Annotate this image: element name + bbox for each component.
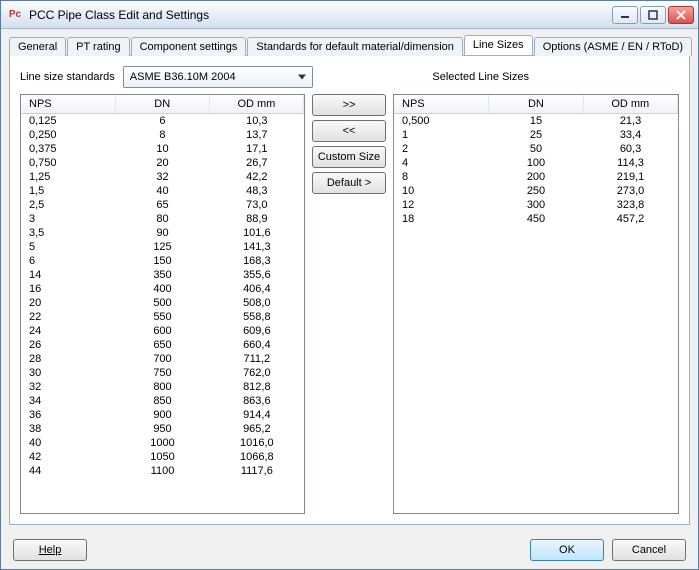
col-od[interactable]: OD mm — [209, 95, 303, 114]
table-row[interactable]: 32800812,8 — [21, 380, 304, 394]
tab-panel-line-sizes: Line size standards ASME B36.10M 2004 Se… — [9, 55, 690, 525]
table-row[interactable]: 0,125610,3 — [21, 114, 304, 128]
tab-component-settings[interactable]: Component settings — [131, 37, 247, 56]
col-od-right[interactable]: OD mm — [583, 95, 677, 114]
top-row: Line size standards ASME B36.10M 2004 Se… — [10, 56, 689, 94]
table-row[interactable]: 16400406,4 — [21, 282, 304, 296]
maximize-button[interactable] — [640, 6, 666, 24]
app-icon: Pc — [7, 7, 23, 23]
remove-button[interactable]: << — [312, 120, 386, 142]
close-button[interactable] — [668, 6, 694, 24]
table-row[interactable]: 2,56573,0 — [21, 198, 304, 212]
table-row[interactable]: 24600609,6 — [21, 324, 304, 338]
standards-dropdown[interactable]: ASME B36.10M 2004 — [123, 66, 313, 88]
window-title: PCC Pipe Class Edit and Settings — [29, 8, 612, 22]
dialog-footer: Help OK Cancel — [1, 531, 698, 569]
selected-sizes-list[interactable]: NPS DN OD mm 0,5001521,312533,425060,341… — [393, 94, 679, 514]
table-row[interactable]: 0,250813,7 — [21, 128, 304, 142]
add-button[interactable]: >> — [312, 94, 386, 116]
help-button[interactable]: Help — [13, 539, 87, 561]
table-row[interactable]: 38950965,2 — [21, 422, 304, 436]
tab-standards-for-default-material-dimension[interactable]: Standards for default material/dimension — [247, 37, 463, 56]
table-row[interactable]: 38088,9 — [21, 212, 304, 226]
table-row[interactable]: 36900914,4 — [21, 408, 304, 422]
col-dn[interactable]: DN — [115, 95, 209, 114]
table-row[interactable]: 4010001016,0 — [21, 436, 304, 450]
table-row[interactable]: 4210501066,8 — [21, 450, 304, 464]
table-row[interactable]: 34850863,6 — [21, 394, 304, 408]
cancel-button[interactable]: Cancel — [612, 539, 686, 561]
line-size-standards-label: Line size standards — [20, 71, 115, 83]
table-row[interactable]: 4411001117,6 — [21, 464, 304, 478]
table-row[interactable]: 14350355,6 — [21, 268, 304, 282]
table-row[interactable]: 1,54048,3 — [21, 184, 304, 198]
custom-size-button[interactable]: Custom Size — [312, 146, 386, 168]
table-row[interactable]: 0,5001521,3 — [394, 114, 678, 128]
table-row[interactable]: 0,7502026,7 — [21, 156, 304, 170]
table-row[interactable]: 20500508,0 — [21, 296, 304, 310]
table-row[interactable]: 8200219,1 — [394, 170, 678, 184]
col-nps[interactable]: NPS — [21, 95, 115, 114]
table-row[interactable]: 28700711,2 — [21, 352, 304, 366]
table-row[interactable]: 5125141,3 — [21, 240, 304, 254]
table-row[interactable]: 10250273,0 — [394, 184, 678, 198]
tab-general[interactable]: General — [9, 37, 66, 56]
table-row[interactable]: 6150168,3 — [21, 254, 304, 268]
table-row[interactable]: 12300323,8 — [394, 198, 678, 212]
table-row[interactable]: 25060,3 — [394, 142, 678, 156]
table-row[interactable]: 30750762,0 — [21, 366, 304, 380]
app-icon-text: Pc — [9, 9, 21, 20]
standards-dropdown-value: ASME B36.10M 2004 — [130, 71, 236, 83]
available-sizes-list[interactable]: NPS DN OD mm 0,125610,30,250813,70,37510… — [20, 94, 305, 514]
col-dn-right[interactable]: DN — [489, 95, 583, 114]
table-row[interactable]: 22550558,8 — [21, 310, 304, 324]
table-row[interactable]: 1,253242,2 — [21, 170, 304, 184]
default-button[interactable]: Default > — [312, 172, 386, 194]
minimize-button[interactable] — [612, 6, 638, 24]
table-row[interactable]: 12533,4 — [394, 128, 678, 142]
table-row[interactable]: 18450457,2 — [394, 212, 678, 226]
tab-line-sizes[interactable]: Line Sizes — [464, 35, 533, 55]
table-row[interactable]: 4100114,3 — [394, 156, 678, 170]
table-row[interactable]: 26650660,4 — [21, 338, 304, 352]
main-row: NPS DN OD mm 0,125610,30,250813,70,37510… — [10, 94, 689, 524]
table-row[interactable]: 3,590101,6 — [21, 226, 304, 240]
dialog-window: Pc PCC Pipe Class Edit and Settings Gene… — [0, 0, 699, 570]
selected-scroll: 0,5001521,312533,425060,34100114,3820021… — [394, 114, 678, 513]
chevron-down-icon — [298, 75, 306, 80]
available-scroll[interactable]: 0,125610,30,250813,70,3751017,10,7502026… — [21, 114, 304, 513]
titlebar[interactable]: Pc PCC Pipe Class Edit and Settings — [1, 1, 698, 29]
help-button-label: Help — [39, 544, 62, 556]
ok-button[interactable]: OK — [530, 539, 604, 561]
tab-strip: GeneralPT ratingComponent settingsStanda… — [1, 29, 698, 55]
col-nps-right[interactable]: NPS — [394, 95, 489, 114]
table-row[interactable]: 0,3751017,1 — [21, 142, 304, 156]
window-controls — [612, 6, 694, 24]
transfer-buttons: >> << Custom Size Default > — [305, 94, 393, 514]
tab-pt-rating[interactable]: PT rating — [67, 37, 129, 56]
selected-line-sizes-label: Selected Line Sizes — [432, 71, 679, 83]
tab-options-asme-en-rtod-[interactable]: Options (ASME / EN / RToD) — [534, 37, 692, 56]
